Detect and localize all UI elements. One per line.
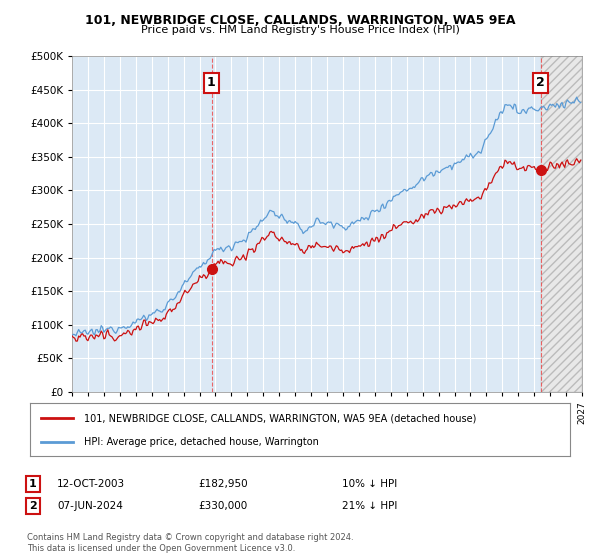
Text: HPI: Average price, detached house, Warrington: HPI: Average price, detached house, Warr… <box>84 436 319 446</box>
Text: 07-JUN-2024: 07-JUN-2024 <box>57 501 123 511</box>
Text: 101, NEWBRIDGE CLOSE, CALLANDS, WARRINGTON, WA5 9EA (detached house): 101, NEWBRIDGE CLOSE, CALLANDS, WARRINGT… <box>84 413 476 423</box>
Text: 21% ↓ HPI: 21% ↓ HPI <box>342 501 397 511</box>
Text: 2: 2 <box>536 76 545 90</box>
Text: £182,950: £182,950 <box>198 479 248 489</box>
Text: Contains HM Land Registry data © Crown copyright and database right 2024.
This d: Contains HM Land Registry data © Crown c… <box>27 533 353 553</box>
Bar <box>541 56 582 392</box>
Text: 101, NEWBRIDGE CLOSE, CALLANDS, WARRINGTON, WA5 9EA: 101, NEWBRIDGE CLOSE, CALLANDS, WARRINGT… <box>85 14 515 27</box>
Text: 10% ↓ HPI: 10% ↓ HPI <box>342 479 397 489</box>
Text: 1: 1 <box>29 479 37 489</box>
Text: 12-OCT-2003: 12-OCT-2003 <box>57 479 125 489</box>
Text: 2: 2 <box>29 501 37 511</box>
Text: Price paid vs. HM Land Registry's House Price Index (HPI): Price paid vs. HM Land Registry's House … <box>140 25 460 35</box>
Text: 1: 1 <box>207 76 215 90</box>
Text: £330,000: £330,000 <box>198 501 247 511</box>
